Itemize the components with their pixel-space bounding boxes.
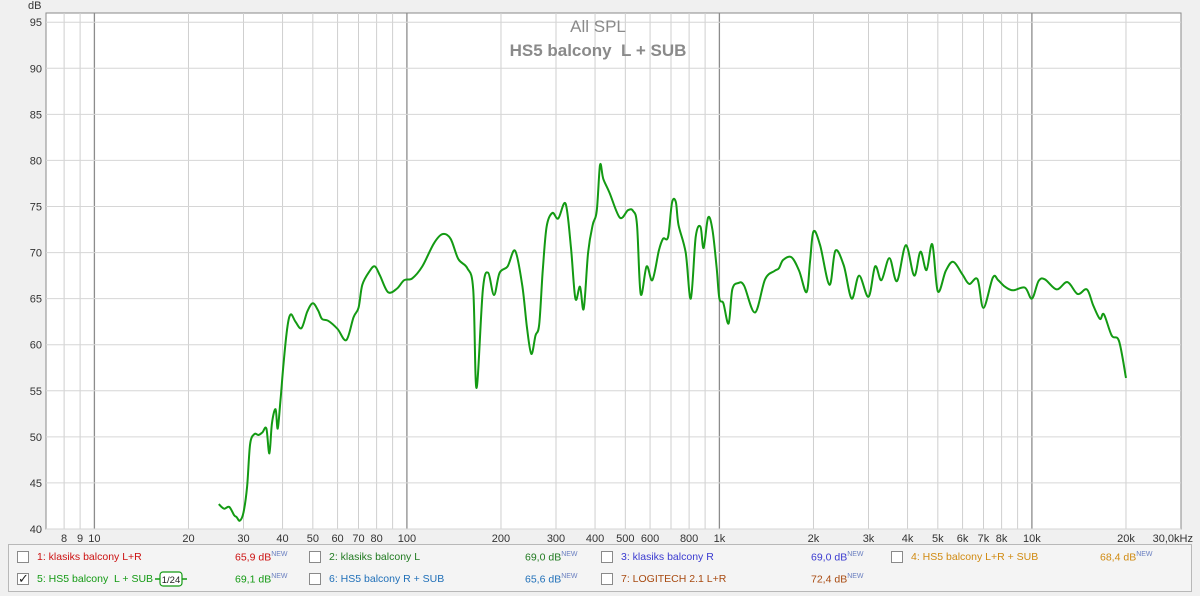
x-tick-label: 7k: [978, 533, 990, 544]
legend-label-1: 1: klasiks balcony L+R: [37, 551, 142, 563]
x-tick-label: 10: [88, 533, 100, 544]
legend-value-2: 69,0 dBNEW: [525, 551, 578, 564]
legend-entry-3[interactable]: 3: klasiks balcony R 69,0 dBNEW: [601, 549, 891, 569]
series-line-1: [218, 162, 1127, 522]
x-tick-label: 20k: [1117, 533, 1135, 544]
x-tick-label: 60: [331, 533, 343, 544]
y-tick-label: 60: [30, 340, 42, 352]
y-tick-label: 65: [30, 294, 42, 306]
legend-entry-4[interactable]: 4: HS5 balcony L+R + SUB 68,4 dBNEW: [891, 549, 1183, 569]
plot-background: [45, 12, 1182, 530]
y-tick-label: 45: [30, 478, 42, 490]
x-tick-label: 3k: [863, 533, 875, 544]
series-group: [218, 162, 1127, 522]
y-tick-label: 40: [30, 524, 42, 536]
legend-checkbox-5[interactable]: [17, 571, 29, 587]
legend-entry-7[interactable]: 7: LOGITECH 2.1 L+R 72,4 dBNEW: [601, 571, 891, 591]
legend-checkbox-7[interactable]: [601, 573, 613, 585]
x-tick-label: 20: [182, 533, 194, 544]
x-tick-label: 4k: [902, 533, 914, 544]
x-tick-label: 30,0kHz: [1153, 533, 1193, 544]
chart-title: All SPL: [570, 17, 626, 36]
x-tick-label: 800: [680, 533, 698, 544]
legend-label-5: 5: HS5 balcony L + SUB: [37, 573, 154, 585]
legend-entry-2[interactable]: 2: klasiks balcony L 69,0 dBNEW: [309, 549, 599, 569]
x-tick-label: 50: [307, 533, 319, 544]
legend-checkbox-2[interactable]: [309, 551, 321, 563]
x-tick-label: 80: [370, 533, 382, 544]
legend-entry-6[interactable]: 6: HS5 balcony R + SUB 65,6 dBNEW: [309, 571, 599, 591]
y-tick-label: 55: [30, 386, 42, 398]
legend-panel: 1: klasiks balcony L+R 65,9 dBNEW 2: kla…: [8, 544, 1192, 592]
smoothing-indicator[interactable]: 1/24: [155, 571, 187, 587]
x-tick-label: 1k: [714, 533, 726, 544]
legend-value-6: 65,6 dBNEW: [525, 573, 578, 586]
y-tick-label: 70: [30, 248, 42, 260]
smoothing-label: 1/24: [162, 575, 181, 586]
y-tick-labels: 40 45 50 55 60 65 70 75 80 85 90 95: [30, 17, 42, 536]
x-tick-label: 100: [398, 533, 416, 544]
legend-label-4: 4: HS5 balcony L+R + SUB: [911, 551, 1039, 563]
y-tick-label: 80: [30, 155, 42, 167]
legend-entry-5[interactable]: 5: HS5 balcony L + SUB 1/24 69,1 dBNEW: [17, 571, 307, 591]
y-tick-label: 90: [30, 63, 42, 75]
y-axis-label: dB: [28, 0, 41, 12]
legend-label-6: 6: HS5 balcony R + SUB: [329, 573, 445, 585]
x-tick-label: 10k: [1023, 533, 1041, 544]
legend-value-4: 68,4 dBNEW: [1100, 551, 1153, 564]
x-tick-label: 70: [352, 533, 364, 544]
x-tick-label: 40: [276, 533, 288, 544]
x-tick-label: 2k: [808, 533, 820, 544]
legend-label-2: 2: klasiks balcony L: [329, 551, 421, 563]
x-tick-label: 300: [547, 533, 565, 544]
x-tick-label: 5k: [932, 533, 944, 544]
y-tick-label: 95: [30, 17, 42, 29]
y-tick-label: 85: [30, 109, 42, 121]
x-tick-label: 30: [237, 533, 249, 544]
legend-checkbox-6[interactable]: [309, 573, 321, 585]
spl-chart: 8 9 10 20 30 40 50 60 70 80 100 200 300 400 500 600 800 1…: [28, 0, 1193, 544]
x-tick-label: 8: [61, 533, 67, 544]
legend-checkbox-4[interactable]: [891, 551, 903, 563]
legend-label-7: 7: LOGITECH 2.1 L+R: [621, 573, 727, 585]
x-tick-label: 500: [616, 533, 634, 544]
x-tick-label: 200: [492, 533, 510, 544]
legend-value-1: 65,9 dBNEW: [235, 551, 288, 564]
x-tick-label: 400: [586, 533, 604, 544]
legend-value-7: 72,4 dBNEW: [811, 573, 864, 586]
chart-subtitle: HS5 balcony L + SUB: [510, 41, 687, 60]
legend-value-5: 69,1 dBNEW: [235, 573, 288, 586]
legend-label-3: 3: klasiks balcony R: [621, 551, 714, 563]
y-tick-label: 50: [30, 432, 42, 444]
x-tick-labels: 8 9 10 20 30 40 50 60 70 80 100 200 300 400 500 600 800 1…: [61, 533, 1193, 544]
legend-checkbox-1[interactable]: [17, 551, 29, 563]
x-tick-label: 8k: [996, 533, 1008, 544]
legend-checkbox-3[interactable]: [601, 551, 613, 563]
legend-entry-1[interactable]: 1: klasiks balcony L+R 65,9 dBNEW: [17, 549, 307, 569]
legend-value-3: 69,0 dBNEW: [811, 551, 864, 564]
x-tick-label: 9: [77, 533, 83, 544]
x-tick-label: 6k: [957, 533, 969, 544]
y-tick-label: 75: [30, 202, 42, 214]
x-tick-label: 600: [641, 533, 659, 544]
